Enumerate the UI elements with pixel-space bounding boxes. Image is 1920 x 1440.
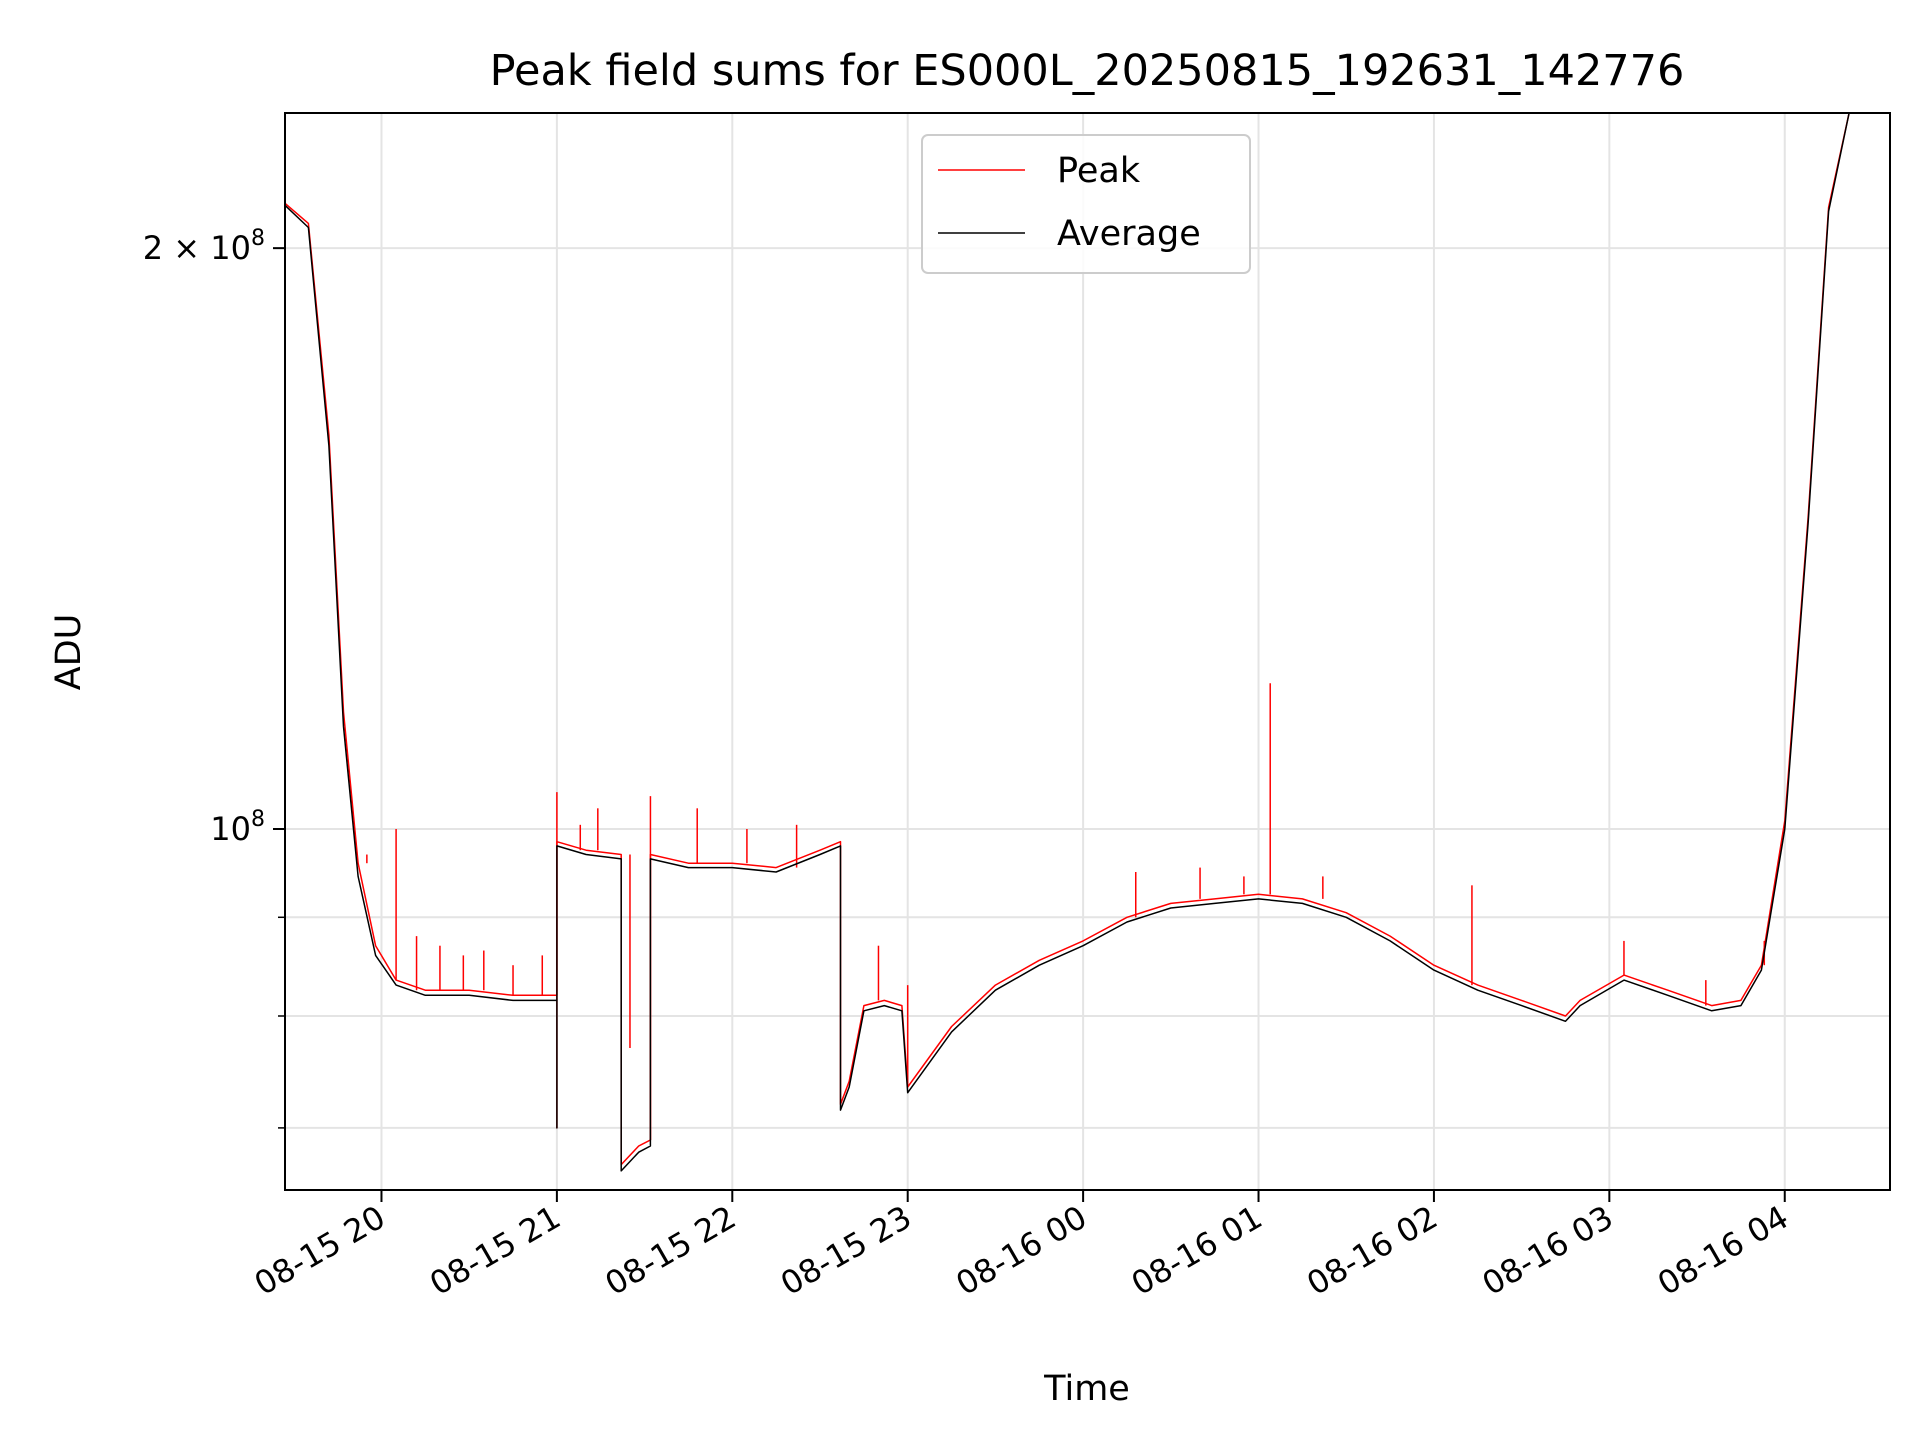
- legend-label-peak: Peak: [1057, 151, 1141, 191]
- x-axis-label: Time: [1043, 1369, 1130, 1409]
- y-tick-base: 10: [210, 810, 251, 848]
- series-group: [284, 112, 1890, 1172]
- y-tick-base: 2 × 10: [143, 229, 251, 267]
- y-tick-exponent: 8: [251, 226, 265, 251]
- legend: Peak Average: [921, 134, 1251, 274]
- series-line-peak: [284, 112, 1890, 1166]
- y-tick-exponent: 8: [251, 807, 265, 832]
- legend-label-average: Average: [1057, 214, 1201, 254]
- y-tick-label: 2 × 108: [143, 226, 265, 267]
- y-tick-label: 108: [210, 807, 265, 848]
- plot-frame: [284, 112, 1891, 1191]
- series-line-average: [284, 112, 1890, 1172]
- y-axis-label: ADU: [49, 614, 89, 691]
- chart-title: Peak field sums for ES000L_20250815_1926…: [490, 46, 1685, 96]
